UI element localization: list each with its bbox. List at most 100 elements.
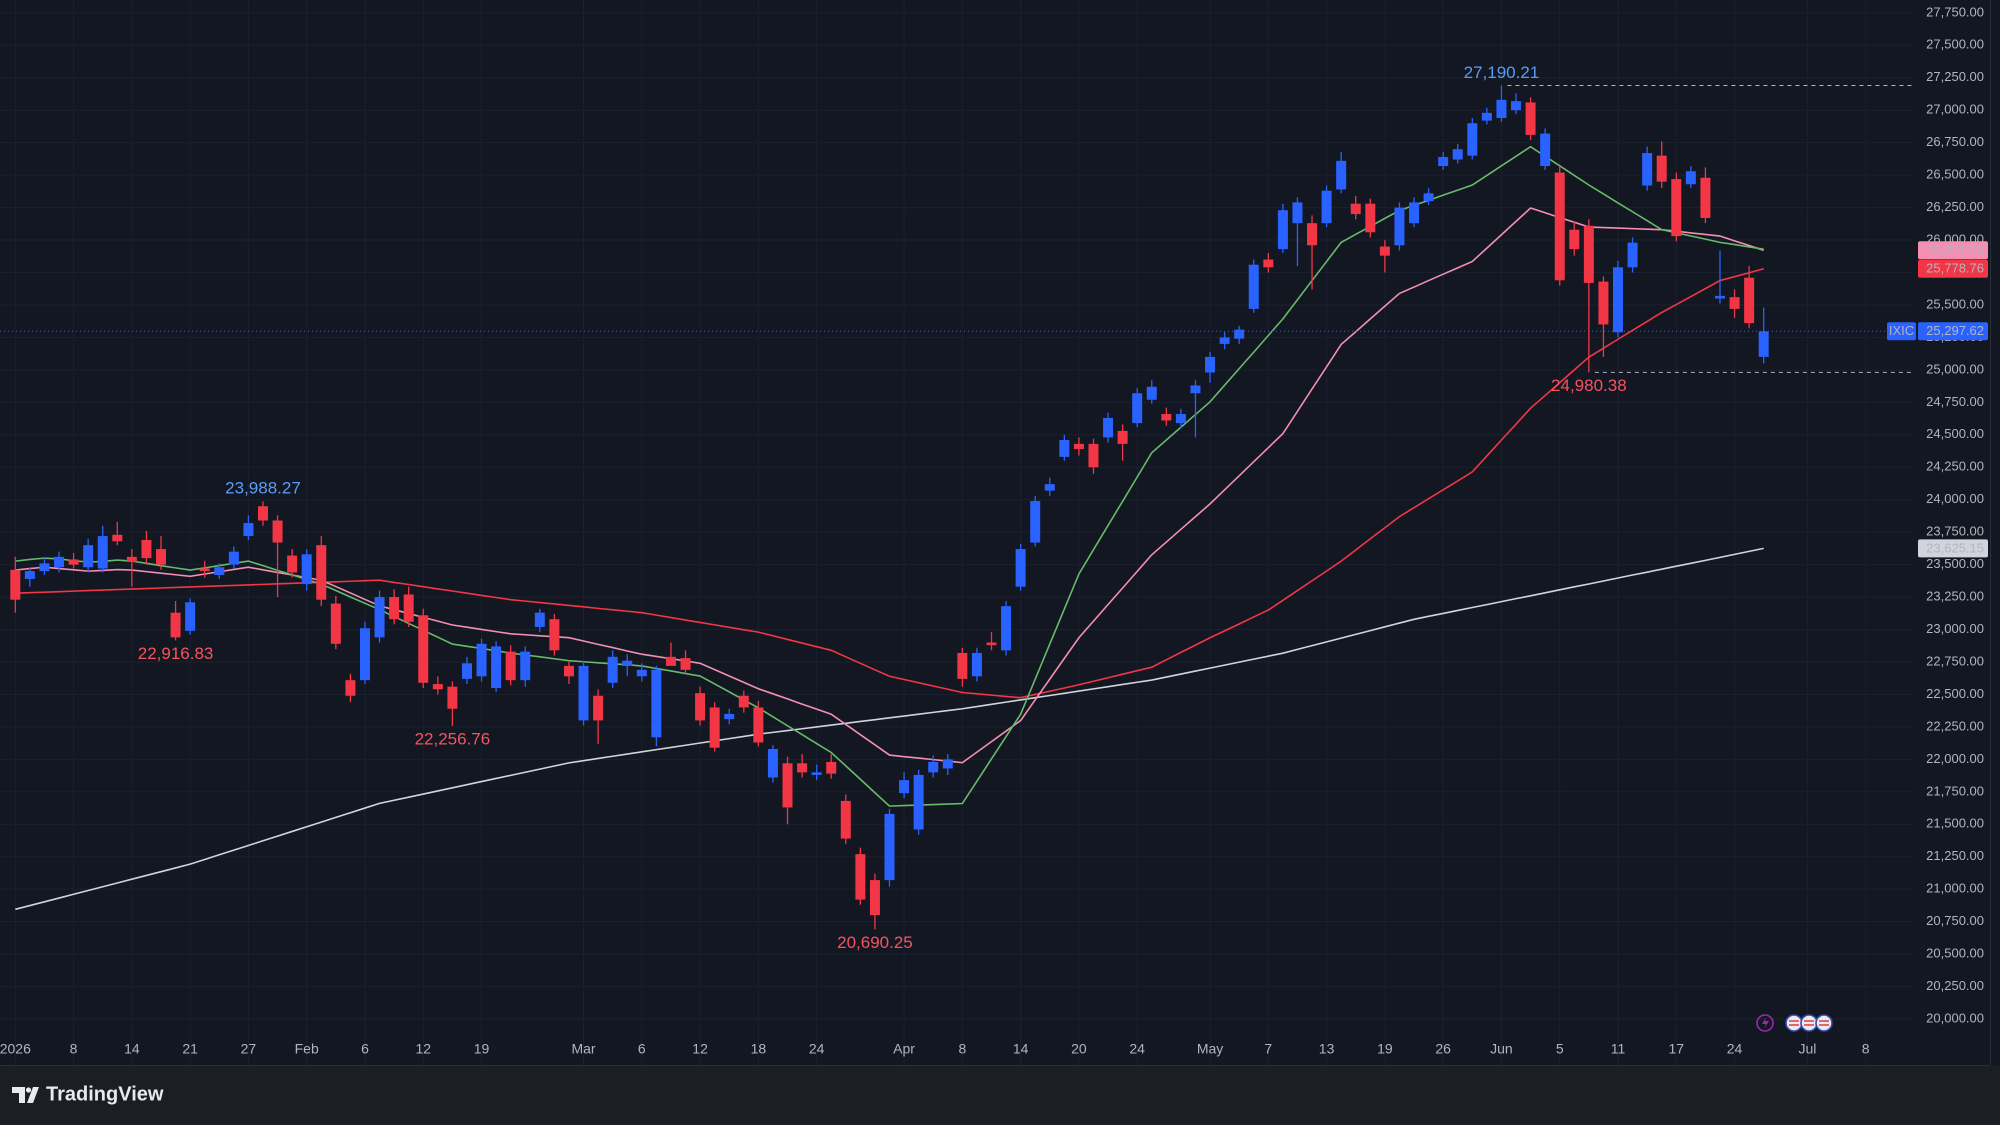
candle-body: [1132, 393, 1143, 424]
event-icon-stripes: [1789, 1020, 1829, 1026]
candle-body: [549, 619, 560, 651]
candle-body: [1088, 443, 1099, 468]
event-icon[interactable]: [1756, 1014, 1774, 1032]
candle-body: [1059, 439, 1070, 457]
candle-body: [1365, 203, 1376, 233]
event-icons: [1756, 1014, 1833, 1032]
candle-body: [170, 612, 181, 638]
y-tick-label: 26,750.00: [1926, 134, 1984, 149]
y-tick-label: 22,500.00: [1926, 686, 1984, 701]
candle-body: [738, 695, 749, 708]
candle-body: [986, 642, 997, 646]
candle-body: [957, 652, 968, 679]
candle-body: [811, 772, 822, 775]
x-tick-label: 19: [1377, 1041, 1393, 1057]
x-tick-label: Apr: [893, 1041, 915, 1057]
candle-body: [476, 643, 487, 677]
event-icon[interactable]: [1800, 1014, 1818, 1032]
extreme-label: 24,980.38: [1551, 376, 1627, 395]
candle-body: [1030, 501, 1041, 543]
y-tick-label: 22,750.00: [1926, 653, 1984, 668]
candle-body: [301, 554, 312, 585]
candle-body: [636, 669, 647, 677]
candle-body: [767, 748, 778, 778]
candle-body: [1394, 207, 1405, 246]
x-tick-label: 19: [474, 1041, 490, 1057]
candle-body: [884, 813, 895, 881]
candle-body: [1423, 193, 1434, 202]
event-icon[interactable]: [1815, 1014, 1833, 1032]
candle-body: [840, 800, 851, 839]
x-tick-label: 6: [638, 1041, 646, 1057]
candle-body: [753, 707, 764, 743]
candle-body: [1044, 484, 1055, 491]
candle-body: [695, 693, 706, 721]
candle-body: [1758, 331, 1769, 357]
candle-body: [374, 597, 385, 638]
x-tick-label: 8: [1862, 1041, 1870, 1057]
x-tick-label: 7: [1264, 1041, 1272, 1057]
candle-body: [68, 559, 79, 565]
candle-body: [1540, 133, 1551, 167]
y-tick-label: 25,500.00: [1926, 296, 1984, 311]
candle-body: [1744, 277, 1755, 324]
ma-price-badge-label: 23,625.15: [1926, 540, 1984, 555]
y-tick-label: 25,000.00: [1926, 361, 1984, 376]
candle-body: [1175, 414, 1186, 424]
x-tick-label: May: [1197, 1041, 1223, 1057]
event-icon-bolt: [1762, 1017, 1769, 1029]
y-tick-label: 27,250.00: [1926, 69, 1984, 84]
y-tick-label: 24,750.00: [1926, 394, 1984, 409]
candle-body: [418, 615, 429, 683]
candle-body: [156, 549, 166, 565]
x-tick-label: 24: [1727, 1041, 1743, 1057]
extreme-label: 22,256.76: [415, 730, 491, 749]
candle-body: [928, 761, 939, 773]
y-tick-label: 20,000.00: [1926, 1010, 1984, 1025]
candle-body: [1496, 99, 1507, 119]
extreme-label: 27,190.21: [1464, 63, 1540, 82]
candle-body: [228, 551, 239, 565]
ma-price-badge-label: 25,778.76: [1926, 261, 1984, 276]
y-tick-label: 22,000.00: [1926, 751, 1984, 766]
candle-body: [432, 684, 443, 690]
x-tick-label: 2026: [0, 1041, 31, 1057]
y-tick-label: 23,750.00: [1926, 524, 1984, 539]
candle-body: [1438, 156, 1449, 167]
y-tick-label: 23,500.00: [1926, 556, 1984, 571]
candle-body: [797, 763, 808, 773]
candle-body: [24, 571, 35, 579]
candle-body: [578, 665, 589, 721]
brand[interactable]: TradingView: [12, 1083, 164, 1105]
x-tick-label: 26: [1435, 1041, 1451, 1057]
x-tick-label: Feb: [295, 1041, 319, 1057]
candle-body: [1263, 259, 1274, 268]
candle-body: [10, 569, 21, 600]
y-tick-label: 27,000.00: [1926, 102, 1984, 117]
candle-body: [1569, 229, 1580, 250]
candle-body: [1219, 337, 1230, 344]
candle-body: [971, 652, 982, 677]
x-tick-label: 14: [1013, 1041, 1029, 1057]
candle-body: [680, 658, 691, 670]
y-tick-label: 27,750.00: [1926, 4, 1984, 19]
extreme-label: 20,690.25: [837, 933, 913, 952]
event-icon[interactable]: [1785, 1014, 1803, 1032]
candle-body: [563, 665, 574, 677]
x-tick-label: 21: [182, 1041, 198, 1057]
candle-body: [1161, 414, 1172, 421]
candle-body: [1292, 202, 1303, 224]
brand-logo: [12, 1087, 39, 1103]
x-tick-label: Jun: [1490, 1041, 1513, 1057]
candles: [10, 85, 1769, 930]
candle-body: [1525, 102, 1536, 135]
candle-body: [1452, 149, 1463, 160]
candle-body: [287, 555, 298, 573]
y-tick-label: 26,500.00: [1926, 167, 1984, 182]
candle-body: [1642, 153, 1653, 186]
x-tick-label: 27: [241, 1041, 257, 1057]
extreme-label: 23,988.27: [225, 479, 301, 498]
candle-body: [272, 520, 283, 543]
